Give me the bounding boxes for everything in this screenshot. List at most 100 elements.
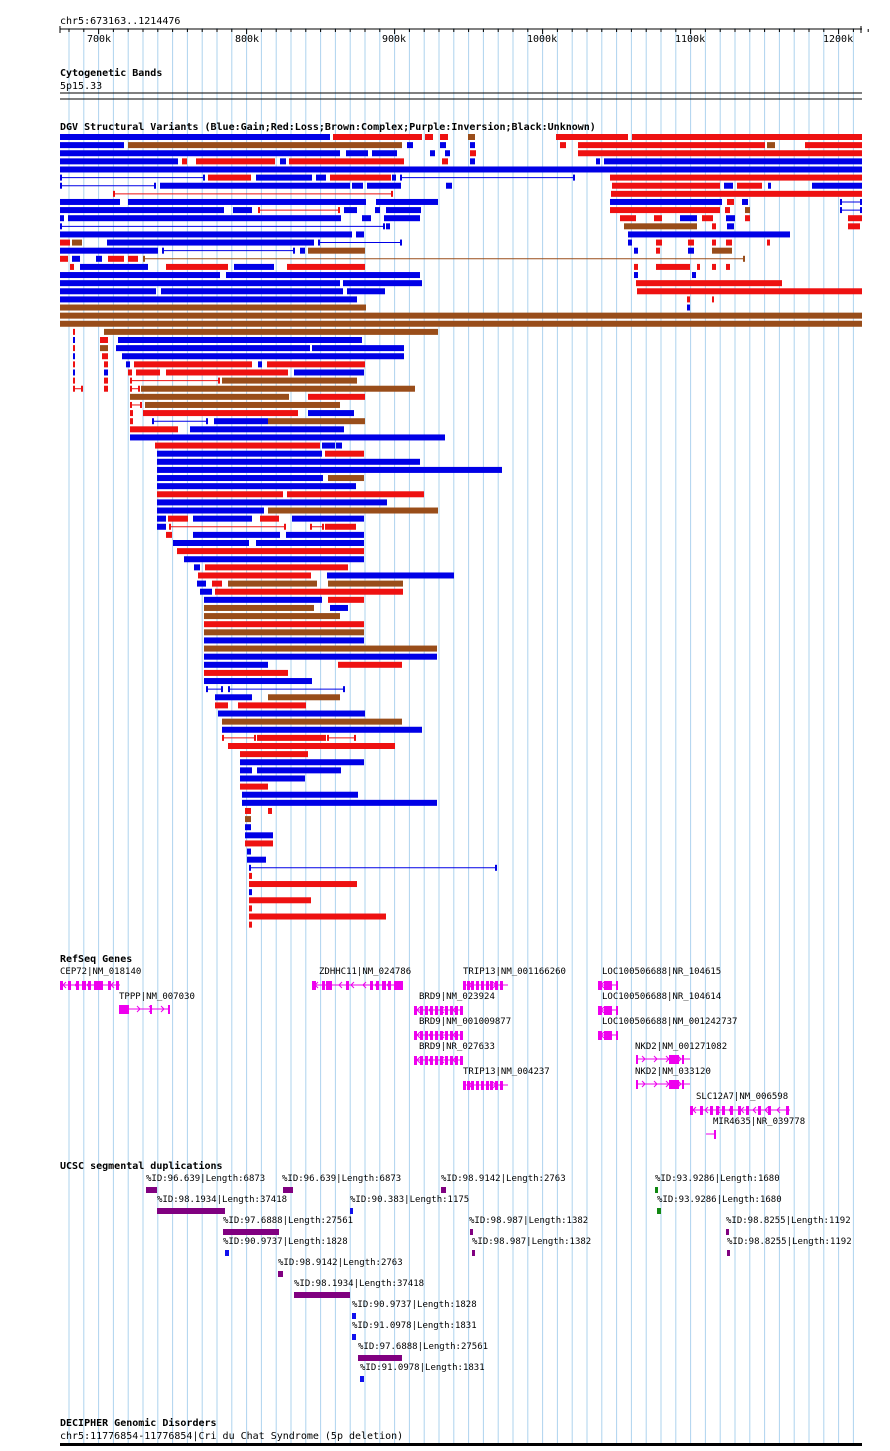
segdup-label[interactable]: %ID:97.6888|Length:27561 (223, 1216, 354, 1226)
gene-exon (486, 1081, 489, 1090)
gene-exon (455, 1056, 458, 1065)
dgv-variant-bar (245, 816, 251, 823)
gene-exon (414, 1006, 417, 1015)
segdup-label[interactable]: %ID:98.987|Length:1382 (472, 1237, 592, 1247)
segdup-track-title[interactable]: UCSC segmental duplications (60, 1161, 223, 1172)
segdup-label[interactable]: %ID:98.9142|Length:2763 (278, 1258, 403, 1268)
dgv-variant-bar (145, 401, 340, 408)
dgv-variant-bar (440, 142, 446, 149)
dgv-variant-bar (392, 174, 396, 181)
dgv-variant-bar (204, 678, 312, 685)
dgv-variant-bar (73, 353, 75, 360)
gene-label[interactable]: SLC12A7|NM_006598 (696, 1092, 789, 1102)
dgv-variant-bar (218, 710, 365, 717)
cytoband-track-title[interactable]: Cytogenetic Bands (60, 68, 163, 79)
dgv-variant-bar (344, 207, 357, 214)
dgv-variant-bar (249, 881, 357, 888)
decipher-track-title[interactable]: DECIPHER Genomic Disorders (60, 1418, 217, 1429)
dgv-variant-bar (100, 345, 108, 352)
dgv-variant-bar (654, 215, 662, 222)
dgv-variant-bar (196, 158, 275, 165)
gene-label[interactable]: CEP72|NM_018140 (60, 967, 142, 977)
dgv-variant-bar (128, 142, 402, 149)
gene-exon (616, 1031, 618, 1040)
dgv-variant-block (840, 207, 842, 214)
segdup-bar (726, 1229, 729, 1235)
dgv-variant-block (140, 401, 142, 408)
gene-label[interactable]: BRD9|NM_001009877 (419, 1017, 512, 1027)
gene-exon (604, 1031, 612, 1040)
gene-label[interactable]: TRIP13|NM_001166260 (463, 967, 566, 977)
dgv-track-title[interactable]: DGV Structural Variants (Blue:Gain;Red:L… (60, 122, 596, 133)
dgv-variant-bar (215, 588, 403, 595)
segdup-label[interactable]: %ID:90.9737|Length:1828 (223, 1237, 348, 1247)
dgv-variant-bar (222, 726, 422, 733)
gene-label[interactable]: BRD9|NM_023924 (419, 992, 495, 1002)
segdup-label[interactable]: %ID:98.8255|Length:1192 (726, 1216, 851, 1226)
segdup-label[interactable]: %ID:98.9142|Length:2763 (441, 1174, 566, 1184)
segdup-label[interactable]: %ID:90.383|Length:1175 (350, 1195, 470, 1205)
gene-label[interactable]: ZDHHC11|NM_024786 (319, 967, 412, 977)
gene-exon (486, 981, 489, 990)
segdup-label[interactable]: %ID:93.9286|Length:1680 (657, 1195, 782, 1205)
segdup-label[interactable]: %ID:97.6888|Length:27561 (358, 1342, 489, 1352)
dgv-variant-bar (560, 142, 566, 149)
gene-label[interactable]: MIR4635|NR_039778 (713, 1117, 806, 1127)
segdup-label[interactable]: %ID:90.9737|Length:1828 (352, 1300, 477, 1310)
dgv-variant-bar (289, 158, 404, 165)
dgv-variant-block (322, 523, 324, 530)
dgv-variant-bar (727, 223, 734, 230)
dgv-variant-bar (128, 369, 132, 376)
dgv-variant-bar (60, 312, 862, 319)
segdup-label[interactable]: %ID:98.987|Length:1382 (469, 1216, 589, 1226)
segdup-label[interactable]: %ID:98.8255|Length:1192 (727, 1237, 852, 1247)
segdup-label[interactable]: %ID:96.639|Length:6873 (282, 1174, 402, 1184)
gene-exon (467, 981, 470, 990)
dgv-variant-bar (60, 150, 340, 157)
gene-label[interactable]: TPPP|NM_007030 (119, 992, 195, 1002)
refseq-track-title[interactable]: RefSeq Genes (60, 954, 133, 965)
dgv-variant-bar (767, 142, 775, 149)
dgv-variant-bar (688, 239, 694, 246)
gene-label[interactable]: NKD2|NM_033120 (635, 1067, 711, 1077)
segdup-label[interactable]: %ID:91.0978|Length:1831 (360, 1363, 485, 1373)
segdup-bar (352, 1313, 356, 1319)
dgv-variant-bar (193, 531, 280, 538)
gene-exon (738, 1106, 741, 1115)
gene-label[interactable]: LOC100506688|NR_104614 (602, 992, 722, 1002)
gene-exon (746, 1106, 749, 1115)
gene-exon (445, 1031, 448, 1040)
dgv-variant-bar (168, 515, 188, 522)
dgv-variant-bar (712, 239, 716, 246)
dgv-variant-bar (60, 239, 70, 246)
gene-exon (604, 981, 612, 990)
dgv-variant-bar (242, 799, 437, 806)
dgv-variant-bar (604, 158, 862, 165)
dgv-variant-bar (161, 288, 343, 295)
decipher-feature-label[interactable]: chr5:11776854-11776854|Cri du Chat Syndr… (60, 1431, 404, 1442)
dgv-variant-bar (620, 215, 636, 222)
dgv-variant-bar (104, 369, 108, 376)
segdup-label[interactable]: %ID:98.1934|Length:37418 (294, 1279, 425, 1289)
dgv-variant-bar (249, 872, 252, 879)
gene-label[interactable]: LOC100506688|NR_104615 (602, 967, 722, 977)
segdup-label[interactable]: %ID:98.1934|Length:37418 (157, 1195, 288, 1205)
gene-exon (463, 1081, 466, 1090)
segdup-label[interactable]: %ID:96.639|Length:6873 (146, 1174, 266, 1184)
dgv-variant-block (169, 523, 171, 530)
dgv-variant-bar (245, 824, 251, 831)
gene-exon (420, 1006, 423, 1015)
dgv-variant-bar (745, 207, 750, 214)
segdup-label[interactable]: %ID:93.9286|Length:1680 (655, 1174, 780, 1184)
segdup-label[interactable]: %ID:91.0978|Length:1831 (352, 1321, 477, 1331)
gene-label[interactable]: BRD9|NR_027633 (419, 1042, 495, 1052)
segdup-bar (146, 1187, 157, 1193)
gene-label[interactable]: NKD2|NM_001271082 (635, 1042, 728, 1052)
dgv-variant-bar (367, 182, 401, 189)
gene-label[interactable]: TRIP13|NM_004237 (463, 1067, 550, 1077)
gene-label[interactable]: LOC100506688|NM_001242737 (602, 1017, 738, 1027)
dgv-variant-bar (73, 361, 75, 368)
dgv-variant-block (400, 174, 402, 181)
dgv-variant-block (284, 523, 286, 530)
